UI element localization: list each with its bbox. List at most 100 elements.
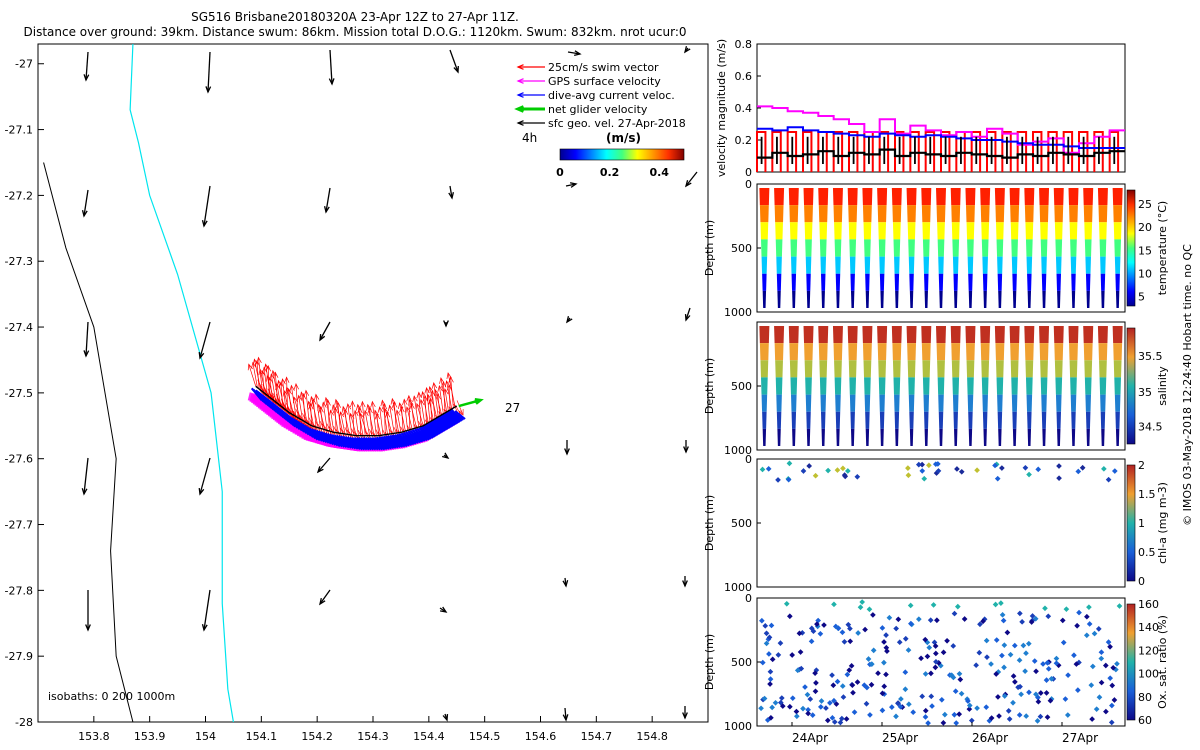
profile-segment xyxy=(1040,377,1048,395)
profile-segment xyxy=(877,326,888,344)
vector-shaft xyxy=(295,408,302,424)
oxygen-point xyxy=(793,708,800,715)
swim-vector xyxy=(398,402,406,432)
profile-segment xyxy=(936,343,946,361)
dive-avg-current-vector xyxy=(405,431,417,445)
legend-entry: sfc geo. vel. 27-Apr-2018 xyxy=(548,117,686,130)
oxygen-point xyxy=(940,719,947,726)
oxygen-point xyxy=(868,681,875,688)
oxygen-point xyxy=(841,638,848,645)
oxygen-point xyxy=(804,691,811,698)
profile-segment xyxy=(1099,377,1107,395)
profile-segment xyxy=(805,394,812,412)
oxygen-point xyxy=(839,629,846,636)
oxygen-point xyxy=(933,658,939,665)
oxygen-point xyxy=(1053,655,1060,662)
profile-segment xyxy=(996,239,1004,257)
vector-head xyxy=(424,386,430,394)
swim-vector xyxy=(341,405,350,435)
vector-head xyxy=(383,407,389,415)
map-y-tick-label: -27.6 xyxy=(5,453,33,466)
profile-segment xyxy=(759,188,770,206)
profile-segment xyxy=(994,326,1005,344)
profile-segment xyxy=(864,377,871,395)
time-tick-label: 24Apr xyxy=(792,731,828,745)
swim-vector xyxy=(420,390,429,423)
oxygen-point xyxy=(875,670,881,677)
profile-segment xyxy=(849,256,856,274)
oxygen-point xyxy=(934,617,940,624)
profile-segment xyxy=(818,205,828,223)
oxygen-point xyxy=(846,667,853,673)
vector-head xyxy=(434,389,440,396)
oxygen-point xyxy=(837,719,844,726)
oxygen-point xyxy=(812,670,818,677)
dive-avg-current-vector xyxy=(400,432,413,446)
swim-vector xyxy=(285,386,295,416)
profile-segment xyxy=(789,343,799,361)
vector-head xyxy=(85,624,91,632)
oxygen-point xyxy=(950,674,957,681)
oxygen-point xyxy=(910,709,917,716)
profile-segment xyxy=(1040,239,1048,257)
oxygen-panel: 0 500 1000 Depth (m) 60 80 100 120 140 160 Ox. sat… xyxy=(703,592,1169,733)
profile-segment xyxy=(1114,394,1121,412)
profile-segment xyxy=(938,394,944,412)
oxygen-point xyxy=(817,630,824,637)
profile-segment xyxy=(777,290,781,308)
oxygen-point xyxy=(926,644,933,651)
dive-avg-current-vector xyxy=(369,436,381,451)
sfc-vector xyxy=(565,182,578,188)
dive-avg-current-vector xyxy=(355,436,368,451)
swim-vector xyxy=(247,363,257,387)
depth-tick-label: 500 xyxy=(731,656,752,669)
vector-head xyxy=(569,182,578,188)
oxygen-point xyxy=(800,705,806,712)
swim-vector xyxy=(387,404,395,434)
oxygen-point xyxy=(930,602,937,608)
swim-vector xyxy=(444,380,453,410)
oxygen-point xyxy=(1044,659,1051,666)
profile-segment xyxy=(818,343,828,361)
dive-avg-current-vector xyxy=(378,436,390,450)
swim-vector xyxy=(342,408,349,435)
profile-segment xyxy=(1071,428,1076,446)
oxygen-point xyxy=(794,713,800,720)
swim-vector xyxy=(377,406,384,436)
vector-head xyxy=(562,580,569,588)
vector-shaft xyxy=(256,360,260,389)
oxygen-point xyxy=(883,632,889,638)
vector-head xyxy=(349,412,355,420)
vector-shaft xyxy=(357,404,364,436)
chl-point xyxy=(994,475,1001,482)
sfc-vector xyxy=(328,49,335,86)
profile-segment xyxy=(909,290,914,308)
surface-geostrophic-vectors xyxy=(81,46,698,722)
profile-segment xyxy=(891,326,902,344)
profile-segment xyxy=(880,290,884,308)
swim-vector xyxy=(384,411,391,435)
profile-segment xyxy=(982,394,988,412)
oxygen-point xyxy=(851,709,858,715)
profile-segment xyxy=(996,377,1004,395)
oxygen-point xyxy=(1042,605,1048,612)
profile-segment xyxy=(909,428,914,446)
oxygen-point xyxy=(1093,706,1100,712)
vector-shaft xyxy=(360,413,368,436)
profile-segment xyxy=(762,290,767,308)
oxygen-point xyxy=(818,698,825,704)
sfc-vector xyxy=(83,321,90,358)
profile-segment xyxy=(951,343,961,361)
dive-avg-current-vector xyxy=(315,429,328,444)
map-y-axis: -27 -27.1 -27.2 -27.3 -27.4 -27.5 -27.6 -27.7 -2… xyxy=(5,58,44,729)
vector-shaft xyxy=(332,404,339,434)
profile-segment xyxy=(879,256,885,274)
vector-head xyxy=(682,712,688,720)
vector-head xyxy=(345,403,352,410)
vector-shaft xyxy=(340,411,346,435)
profile-segment xyxy=(762,411,767,429)
oxygen-point xyxy=(833,701,840,707)
sfc-vector xyxy=(684,171,698,188)
profile-segment xyxy=(834,239,842,257)
profile-segment xyxy=(950,326,961,344)
